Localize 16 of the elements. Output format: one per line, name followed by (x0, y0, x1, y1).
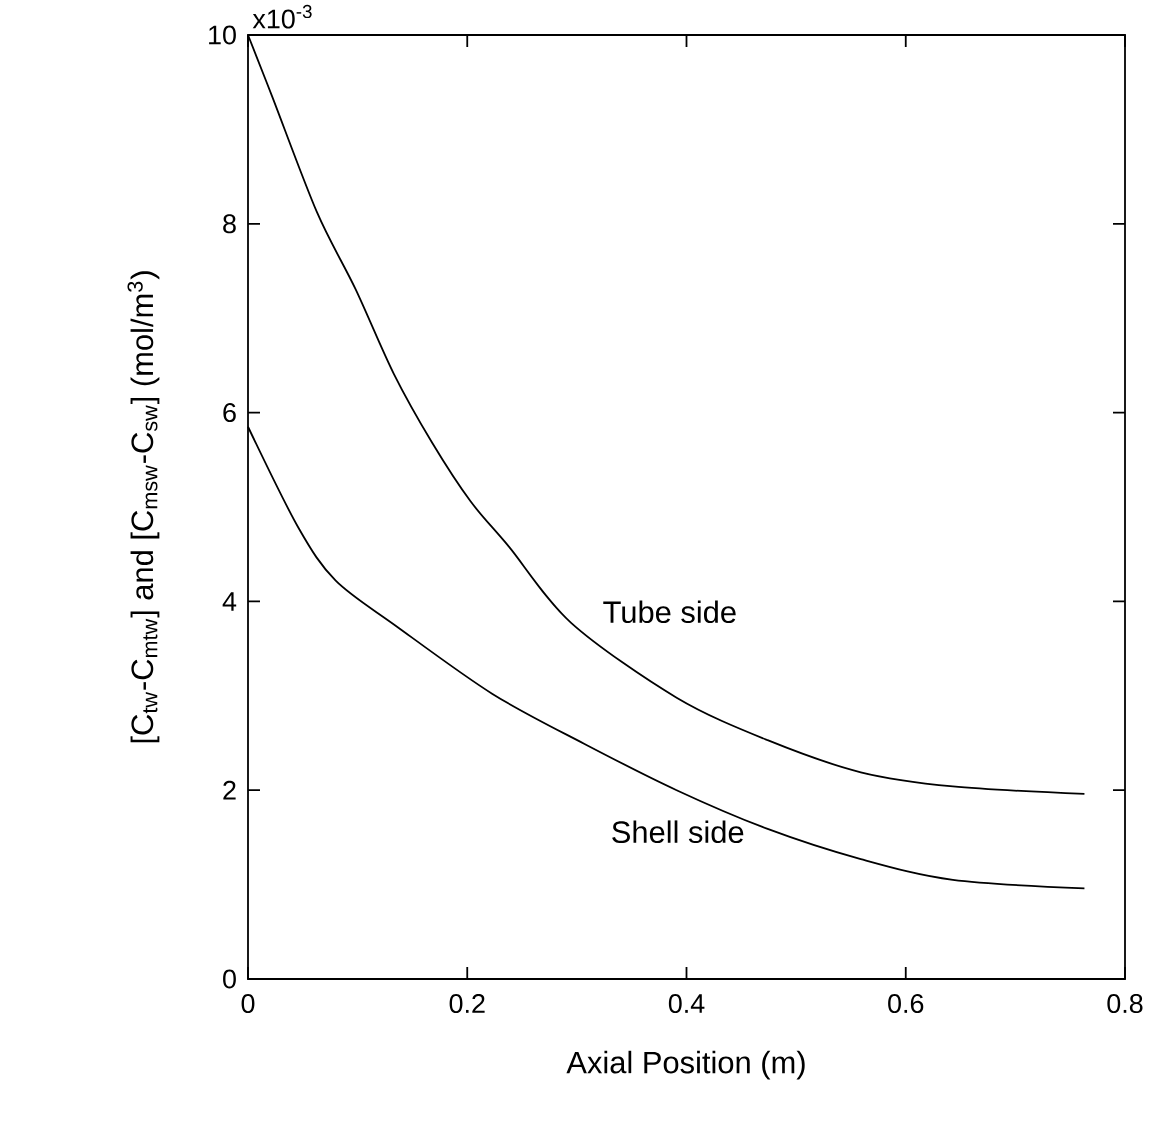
y-tick-label: 4 (222, 592, 237, 611)
x-tick-label: 0.4 (668, 994, 705, 1014)
x-axis-title: Axial Position (m) (566, 1050, 805, 1080)
y-tick-label: 2 (223, 780, 236, 800)
y-tick-label: 0 (223, 969, 236, 989)
y-tick-label: 8 (223, 214, 236, 234)
x-tick-label: 0.2 (449, 994, 485, 1014)
y-tick-label: 10 (209, 25, 236, 45)
x-tick-label: 0.8 (1107, 994, 1143, 1014)
text: [C$_{tw}$-C$_{mtw}$] and [C$_{msw}$-C$_{sw}$] (mol/m$^{3}$) (127, 271, 160, 743)
x-tick-label: 0.6 (888, 994, 924, 1014)
y-tick-label: 6 (223, 403, 236, 423)
x-tick-label: 0 (241, 994, 255, 1014)
text: x10$^{-3}$ (252, 4, 312, 29)
annotation: Shell side (612, 820, 744, 844)
annotation: Tube side (603, 600, 736, 624)
